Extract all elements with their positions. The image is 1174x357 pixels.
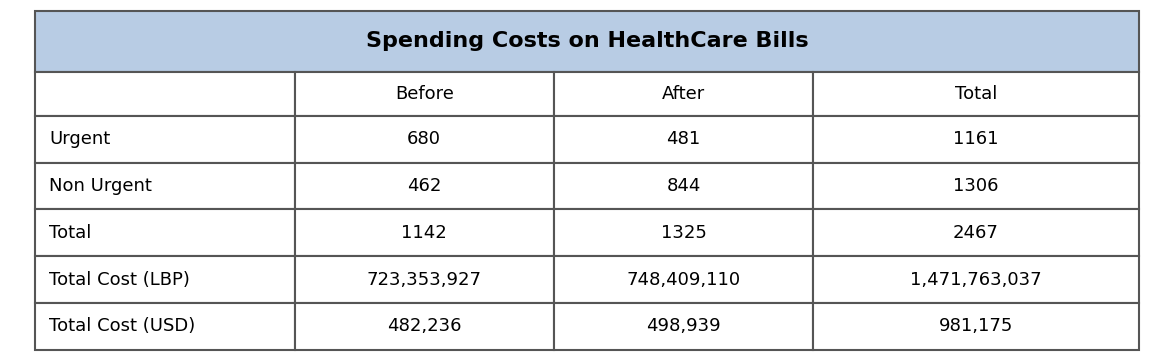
Text: 2467: 2467 <box>953 224 999 242</box>
Bar <box>554 210 814 256</box>
Text: Urgent: Urgent <box>49 130 110 148</box>
Text: 680: 680 <box>407 130 441 148</box>
Bar <box>814 256 1139 303</box>
Bar <box>295 163 554 210</box>
Text: 844: 844 <box>667 177 701 195</box>
Text: 1325: 1325 <box>661 224 707 242</box>
Bar <box>35 256 295 303</box>
Bar <box>554 116 814 163</box>
Bar <box>35 116 295 163</box>
Bar <box>554 256 814 303</box>
Text: 481: 481 <box>667 130 701 148</box>
Bar <box>814 210 1139 256</box>
Bar <box>814 116 1139 163</box>
Text: 498,939: 498,939 <box>646 317 721 336</box>
Text: After: After <box>662 85 706 103</box>
Bar <box>35 210 295 256</box>
Text: 1142: 1142 <box>402 224 447 242</box>
Text: Total Cost (USD): Total Cost (USD) <box>49 317 196 336</box>
Text: Spending Costs on HealthCare Bills: Spending Costs on HealthCare Bills <box>365 31 809 51</box>
Bar <box>814 72 1139 116</box>
Bar <box>295 210 554 256</box>
Bar <box>35 72 295 116</box>
Text: Total Cost (LBP): Total Cost (LBP) <box>49 271 190 289</box>
Bar <box>35 11 1139 72</box>
Bar <box>554 72 814 116</box>
Text: 482,236: 482,236 <box>387 317 461 336</box>
Bar <box>814 163 1139 210</box>
Text: Total: Total <box>954 85 997 103</box>
Bar <box>35 163 295 210</box>
Bar <box>35 303 295 350</box>
Bar <box>295 303 554 350</box>
Bar <box>814 303 1139 350</box>
Bar <box>554 303 814 350</box>
Text: Non Urgent: Non Urgent <box>49 177 153 195</box>
Text: 1,471,763,037: 1,471,763,037 <box>910 271 1041 289</box>
Text: Before: Before <box>394 85 453 103</box>
Bar <box>295 116 554 163</box>
Text: 981,175: 981,175 <box>939 317 1013 336</box>
Text: Total: Total <box>49 224 92 242</box>
Text: 1306: 1306 <box>953 177 999 195</box>
Bar <box>295 72 554 116</box>
Text: 1161: 1161 <box>953 130 999 148</box>
Bar <box>295 256 554 303</box>
Text: 748,409,110: 748,409,110 <box>627 271 741 289</box>
Bar <box>554 163 814 210</box>
Text: 723,353,927: 723,353,927 <box>366 271 481 289</box>
Text: 462: 462 <box>407 177 441 195</box>
